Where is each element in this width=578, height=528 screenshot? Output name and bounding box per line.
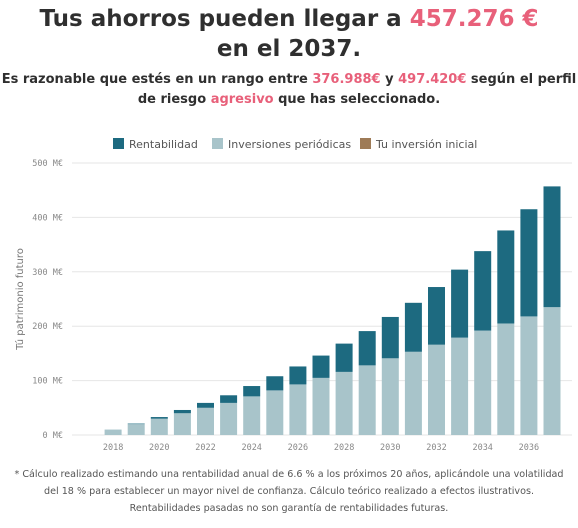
summary-risk-profile: agresivo [210,92,274,107]
x-tick-label: 2030 [380,443,400,453]
legend-swatch [212,138,223,149]
bar-segment [197,407,214,435]
bar-segment [266,390,284,435]
bar-segment [404,302,422,352]
headline-suffix: en el 2037. [216,36,362,62]
bar-segment [358,331,376,366]
legend-swatch [360,138,371,149]
y-tick-label: 300 M€ [32,268,63,278]
headline-prefix: Tus ahorros pueden llegar a [39,6,410,32]
legend-label: Inversiones periódicas [228,138,351,151]
summary-part3: según el perfil de riesgo [137,72,577,107]
bar-segment [404,351,422,435]
x-tick-label: 2028 [334,443,354,453]
summary-low-value: 376.988€ [312,72,381,87]
bar-segment [127,423,145,425]
y-tick-label: 200 M€ [32,322,63,332]
bar-segment [335,343,353,372]
bar-segment [243,386,261,397]
bar-segment [150,418,168,435]
bar-segment [474,251,492,331]
bar-segment [312,377,330,435]
y-tick-label: 400 M€ [32,213,63,223]
summary-part4: que has seleccionado. [273,92,441,107]
bar-segment [428,287,445,345]
y-tick-label: 0 M€ [43,431,63,441]
savings-chart: Rentabilidad Inversiones periódicas Tu inv… [14,138,572,453]
x-tick-label: 2032 [426,443,446,453]
bar-segment [289,384,307,435]
bar-segment [220,402,238,435]
bar-segment [497,323,515,435]
bar-segment [173,413,191,435]
legend-swatch [113,138,124,149]
bar-segment [289,366,307,385]
x-tick-label: 2024 [241,443,261,453]
x-tick-label: 2018 [103,443,123,453]
legend-label: Tu inversión inicial [375,138,477,151]
footnote: * Cálculo realizado estimando una rentab… [14,469,564,514]
bar-segment [474,330,492,435]
y-tick-label: 100 M€ [32,377,63,387]
legend-label: Rentabilidad [129,138,198,151]
bar-segment [220,395,238,403]
bar-segment [520,316,538,435]
x-tick-label: 2022 [195,443,215,453]
bar-segment [543,186,561,308]
headline: Tus ahorros pueden llegar a 457.276 € en… [0,4,578,64]
headline-amount: 457.276 € [409,6,539,32]
bar-segment [451,337,469,435]
y-axis-label: Tú patrimonio futuro [14,248,26,351]
bar-segment [381,316,399,359]
bar-segment [312,355,330,378]
bar-segment [381,358,399,435]
bar-segment [197,402,214,408]
bar-segment [497,230,515,324]
bar-segment [358,365,376,435]
bar-segment [150,417,168,419]
x-tick-label: 2026 [288,443,308,453]
x-tick-label: 2034 [472,443,492,453]
bar-segment [428,344,445,435]
x-tick-label: 2036 [519,443,539,453]
summary-high-value: 497.420€ [398,72,467,87]
y-tick-label: 500 M€ [32,159,63,169]
range-summary: Es razonable que estés en un rango entre… [0,70,578,110]
summary-part1: Es razonable que estés en un rango entre [1,72,313,87]
summary-part2: y [380,72,399,87]
bar-segment [543,307,561,435]
bar-segment [173,409,191,414]
bar-segment [451,269,469,338]
bar-segment [127,424,145,435]
bar-segment [335,371,353,435]
x-tick-label: 2020 [149,443,169,453]
bar-segment [520,209,538,317]
bar-segment [104,429,122,435]
bar-segment [266,376,284,391]
bar-segment [243,396,261,435]
